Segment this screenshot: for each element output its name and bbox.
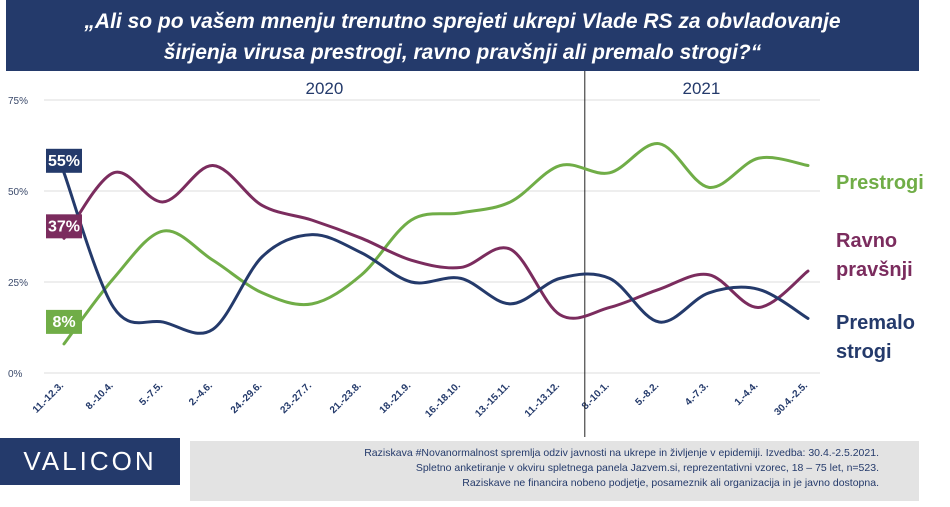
y-tick-label: 25% bbox=[8, 278, 28, 289]
y-tick-label: 50% bbox=[8, 187, 28, 198]
x-tick-label: 4.-7.3. bbox=[683, 380, 711, 408]
series-line bbox=[62, 171, 810, 335]
footer-line-2: Spletno anketiranje v okviru spletnega p… bbox=[415, 462, 879, 474]
footer-line-3: Raziskave ne financira nobeno podjetje, … bbox=[462, 477, 879, 489]
start-label-box bbox=[46, 148, 82, 173]
x-tick-label: 11.-12.3. bbox=[31, 380, 66, 415]
legend-label: Premalo bbox=[836, 312, 915, 334]
year-label: 2020 bbox=[305, 79, 343, 98]
legend-label: Ravno bbox=[836, 230, 897, 252]
legend-label: strogi bbox=[836, 341, 892, 363]
x-tick-label: 1.-4.4. bbox=[733, 380, 761, 408]
x-tick-label: 8.-10.4. bbox=[84, 380, 116, 412]
footer-line-1: Raziskava #Novanormalnost spremlja odziv… bbox=[364, 447, 879, 459]
start-value-labels: 8% 37% 55% bbox=[46, 148, 82, 334]
start-label-box bbox=[46, 214, 82, 239]
series-line bbox=[62, 164, 810, 320]
start-value-label: 37% bbox=[48, 218, 80, 235]
x-tick-label: 5.-7.5. bbox=[137, 380, 165, 408]
year-labels: 2020 2021 bbox=[305, 71, 720, 437]
y-tick-label: 0% bbox=[8, 369, 23, 380]
footer-note: Raziskava #Novanormalnost spremlja odziv… bbox=[190, 441, 919, 501]
x-axis-ticks: 11.-12.3. 8.-10.4. 5.-7.5. 2.-4.6. 24.-29.6.… bbox=[31, 380, 810, 420]
valicon-logo: VALICON bbox=[0, 438, 180, 485]
start-label-box bbox=[46, 309, 82, 334]
x-tick-label: 30.4.-2.5. bbox=[772, 380, 810, 418]
y-axis-grid: 0% 25% 50% 75% bbox=[8, 96, 820, 380]
y-tick-label: 75% bbox=[8, 96, 28, 107]
x-tick-label: 13.-15.11. bbox=[473, 380, 512, 419]
series-legend: Prestrogi Ravno pravšnji Premalo strogi bbox=[836, 172, 924, 363]
legend-label: Prestrogi bbox=[836, 172, 924, 194]
x-tick-label: 11.-13.12. bbox=[523, 380, 562, 419]
legend-label: pravšnji bbox=[836, 259, 913, 281]
x-tick-label: 23.-27.7. bbox=[278, 380, 314, 416]
series-line bbox=[62, 142, 810, 346]
start-value-label: 55% bbox=[48, 153, 80, 170]
year-label: 2021 bbox=[682, 79, 720, 98]
x-tick-label: 2.-4.6. bbox=[187, 380, 215, 408]
x-tick-label: 18.-21.9. bbox=[378, 380, 414, 416]
x-tick-label: 21.-23.8. bbox=[328, 380, 364, 416]
series-lines bbox=[62, 142, 810, 346]
start-value-label: 8% bbox=[52, 314, 75, 331]
chart-title: „Ali so po vašem mnenju trenutno sprejet… bbox=[6, 0, 919, 71]
x-tick-label: 5.-8.2. bbox=[633, 380, 661, 408]
x-tick-label: 16.-18.10. bbox=[423, 380, 463, 420]
x-tick-label: 24.-29.6. bbox=[229, 380, 265, 416]
